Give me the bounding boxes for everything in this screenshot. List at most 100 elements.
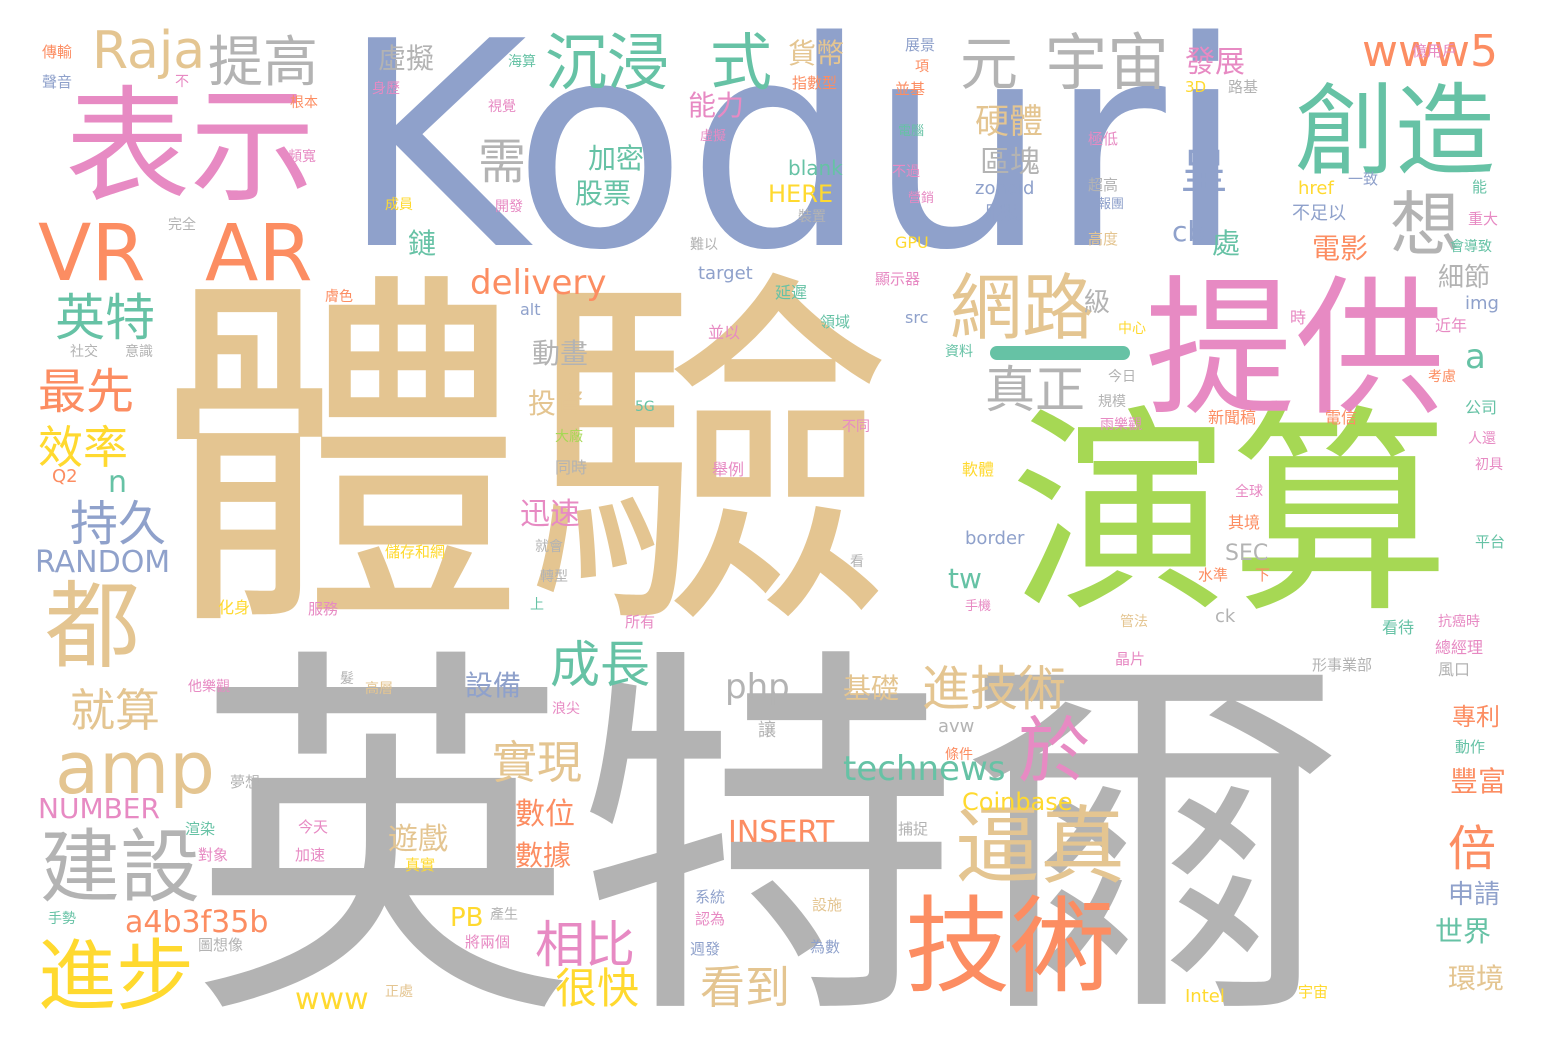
word: 會導致 [1450,239,1492,255]
word: 雨樂觀 [1100,417,1142,433]
word: 服務 [308,600,339,618]
word: 並以 [708,323,741,342]
word: 正處 [385,984,413,1000]
word: 能 [1472,178,1488,196]
word: www5 [1362,26,1498,77]
word: 形事業部 [1312,656,1373,674]
word: RANDOM [35,545,171,580]
word: 所有 [625,613,656,631]
word: 項 [915,59,929,75]
word: 延遲 [775,283,808,302]
word: 裝置 [798,209,826,225]
word: 轉型 [540,569,568,585]
word: 豐富 [1450,765,1507,798]
word: 貨幣 [788,37,845,70]
word: 根本 [290,95,318,111]
word: SEC [1225,541,1269,566]
word: www [295,982,369,1017]
word: 5G [635,399,655,415]
word: border [965,528,1025,549]
word: 動作 [1455,738,1486,756]
word: 極低 [1088,130,1119,148]
word: 人還 [1468,431,1496,447]
word: 對象 [198,846,229,864]
word: 真正 [985,361,1085,419]
word: 中心 [1118,321,1146,337]
word: 營銷 [908,191,935,206]
word: 圖想像 [198,936,244,954]
word: 想 [1390,184,1460,266]
decorative-stroke [990,346,1130,360]
word: Coinbase [962,788,1073,816]
word: 式 [710,26,773,99]
word: 他樂觀 [188,679,230,695]
word: 週發 [690,940,721,958]
word: 夢想 [230,773,261,791]
word: GPU [895,233,929,252]
word: blank [788,156,843,180]
word: 宇宙 [1298,983,1329,1001]
word: 進步 [38,932,195,1022]
word: 成長 [550,636,650,694]
word: 宇宙 [1045,26,1170,99]
word: 倍 [1448,821,1497,877]
word: 鏈 [408,227,437,260]
word: 不 [175,74,189,90]
word: 大廠 [555,429,583,445]
word: 初具 [1475,457,1503,473]
word: 基礎 [843,672,900,705]
word: 網路 [950,266,1095,350]
word: 視覺 [488,99,516,115]
word: 迅速 [520,497,580,532]
word: 建設 [40,821,200,914]
word: 今天 [298,818,329,836]
word: 服裝 [985,203,1021,224]
word: 實現 [492,736,583,789]
word: 最先 [38,364,135,420]
word: 真實 [405,856,436,874]
word: 世界 [1435,915,1492,948]
word: 表示 [65,75,315,220]
word: img [1465,293,1499,314]
word: 區塊 [980,145,1040,180]
word: 遊戲 [388,822,448,857]
word: 硬體 [975,102,1043,142]
word: 相比 [535,916,635,974]
word: n [108,465,128,500]
word: zoneid [975,178,1035,199]
word: 環境 [1448,962,1505,995]
word: Intel [1185,986,1225,1007]
word: 都 [45,572,141,682]
word: 化身 [218,598,251,617]
word: 投資 [528,387,585,420]
word: tw [948,562,982,595]
word: 設施 [812,896,843,914]
word: 展景 [905,36,936,54]
word: avw [938,716,975,737]
word: INSERT [728,815,835,850]
word: 新聞稿 [1208,408,1257,427]
word: 成員 [385,197,413,213]
word: 顯示器 [875,270,921,288]
word: 上 [530,597,544,613]
word: 身歷 [372,81,400,97]
word: Koduri [340,0,1245,313]
word: 考慮 [1428,369,1456,385]
word: 看到 [700,961,791,1014]
word: 意識 [125,344,153,360]
word: 讓 [758,720,776,741]
word: 沉浸 [545,26,670,99]
word: a [1465,337,1486,377]
word: 股票 [575,177,632,210]
word: 技術 [905,886,1116,1008]
word: 下 [1255,566,1271,584]
word: HERE [768,180,834,208]
word: 體驗 [155,245,895,675]
word: 產生 [490,907,518,923]
word: 認為 [695,910,726,928]
word: 海算 [508,54,536,70]
word: 近年 [1435,316,1468,335]
word: 風口 [1438,660,1471,679]
word: 報團 [1098,197,1125,212]
